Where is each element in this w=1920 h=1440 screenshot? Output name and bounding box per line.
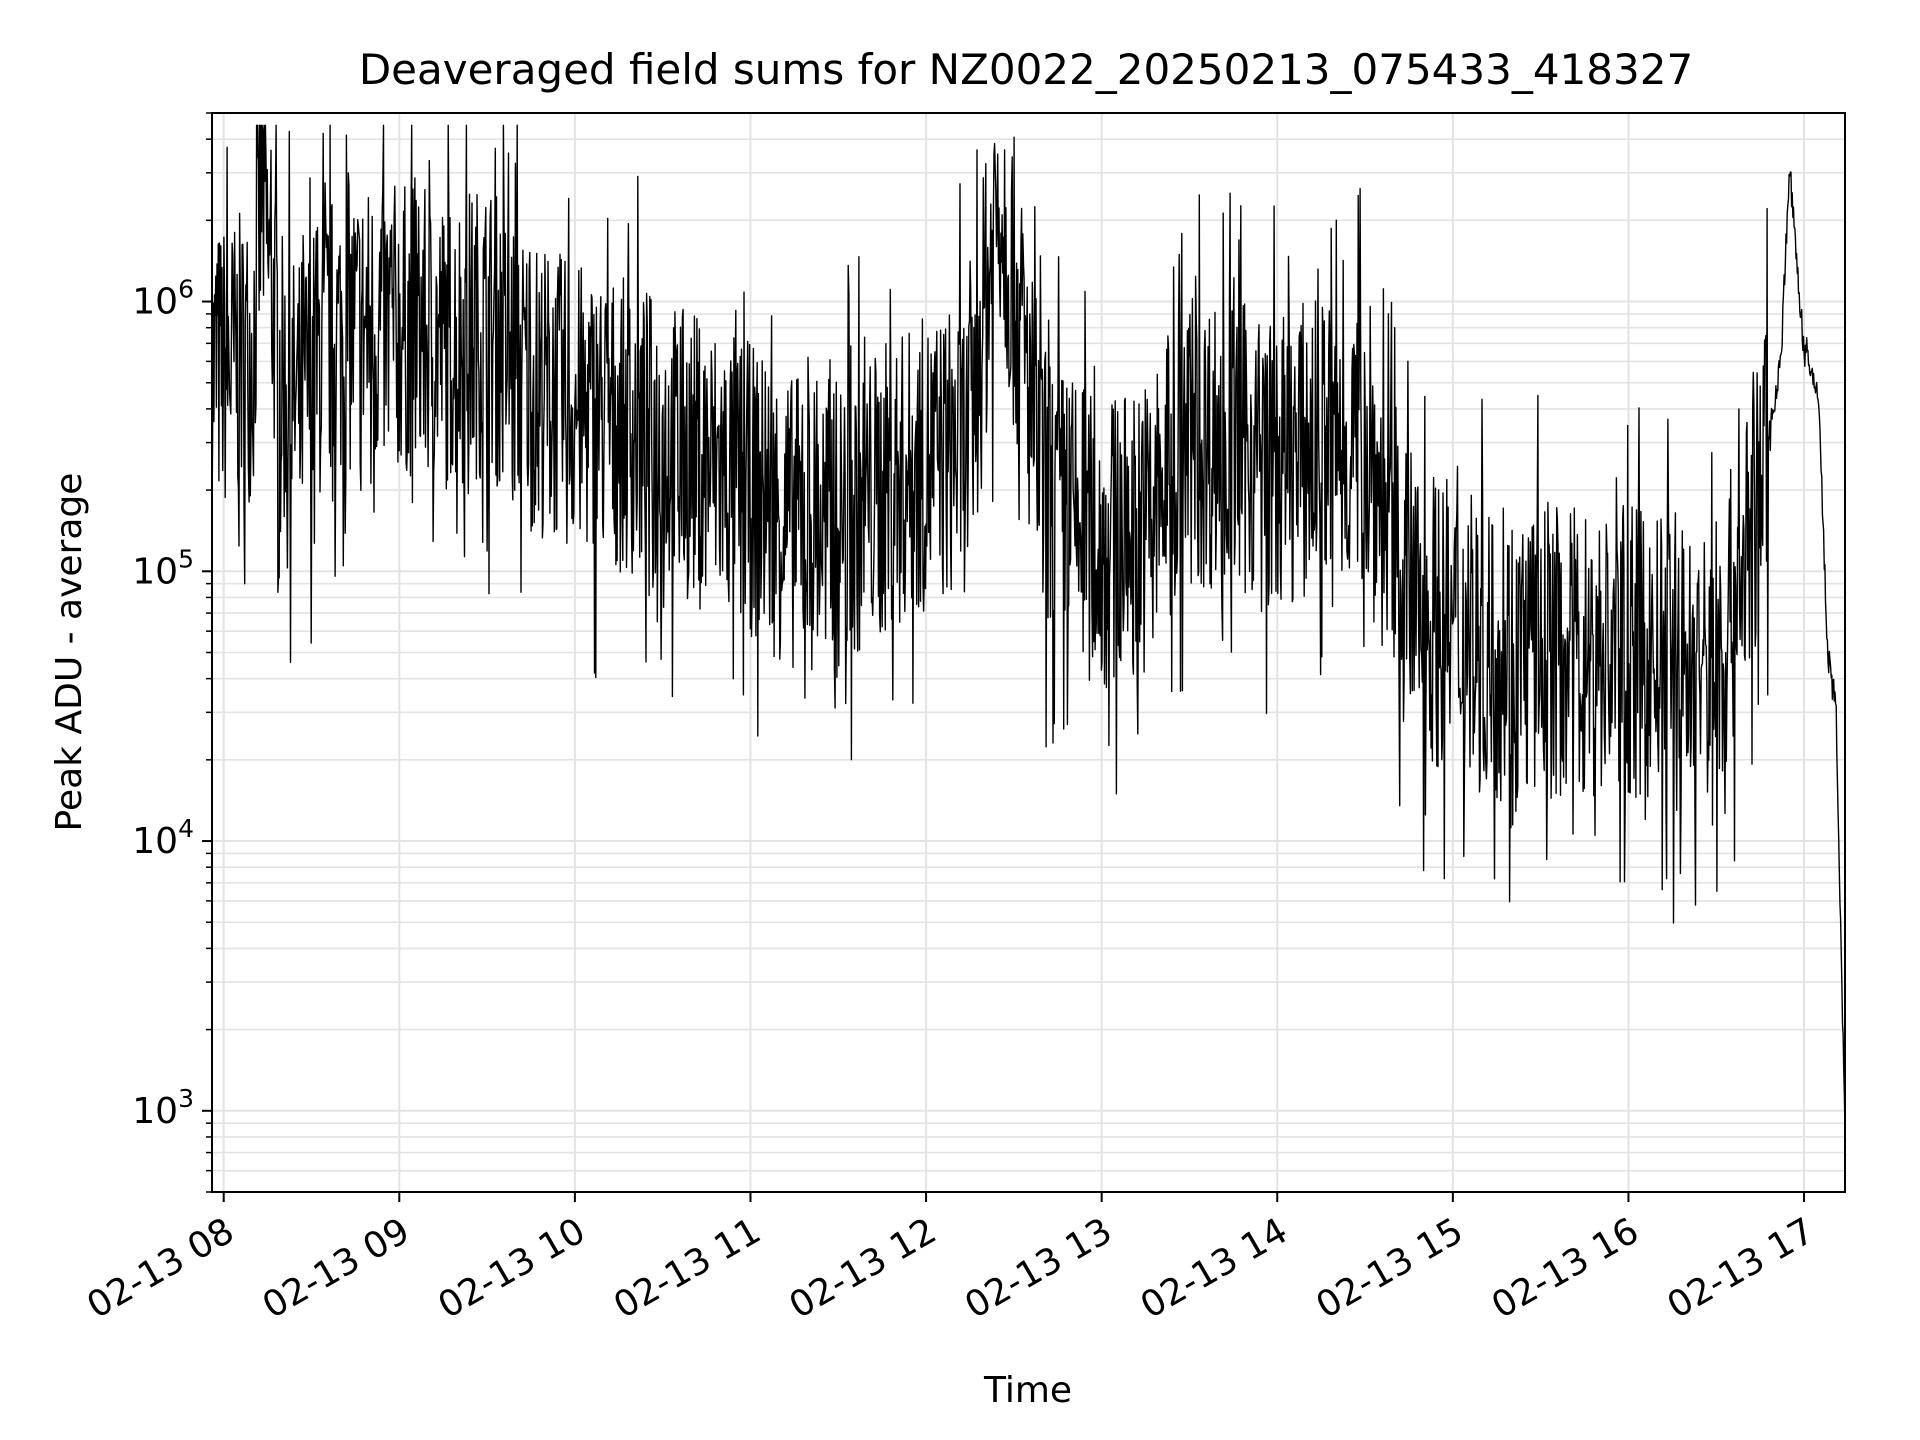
x-tick-label: 02-13 08 [80, 1210, 241, 1326]
x-tick-label: 02-13 16 [1485, 1210, 1646, 1326]
y-axis: 103 104 105 106 [132, 112, 212, 1193]
x-tick-label: 02-13 13 [958, 1210, 1119, 1326]
x-tick-label: 02-13 17 [1661, 1210, 1822, 1326]
plot-area [211, 124, 1846, 1135]
chart-title: Deaveraged field sums for NZ0022_2025021… [359, 45, 1693, 94]
y-tick-label: 105 [132, 544, 194, 592]
x-tick-label: 02-13 09 [256, 1210, 417, 1326]
y-tick-label: 106 [132, 275, 194, 323]
x-tick-label: 02-13 10 [432, 1210, 593, 1326]
x-axis: 02-13 08 02-13 09 02-13 10 02-13 11 02-13 12… [80, 1192, 1821, 1327]
y-axis-label: Peak ADU - average [49, 473, 90, 832]
x-tick-label: 02-13 14 [1134, 1210, 1295, 1326]
y-tick-label: 103 [132, 1084, 194, 1132]
x-tick-label: 02-13 11 [607, 1210, 768, 1326]
y-tick-label: 104 [132, 814, 194, 862]
x-tick-label: 02-13 12 [783, 1210, 944, 1326]
series-line [211, 124, 1846, 1135]
x-tick-label: 02-13 15 [1309, 1210, 1470, 1326]
x-axis-label: Time [983, 1370, 1072, 1411]
